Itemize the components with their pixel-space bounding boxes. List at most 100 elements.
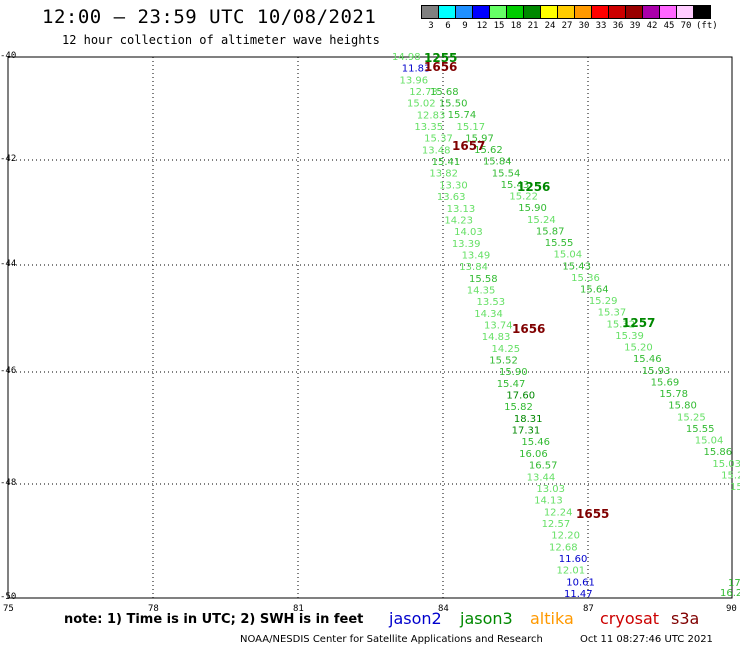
swh-value: 15.80 [668,401,697,412]
longitude-label: 87 [583,604,594,614]
pass-time-label: 1656 [424,60,457,74]
legend-label: 18 [510,21,522,31]
swh-value: 17 [728,578,740,589]
swh-value: 13.39 [452,239,481,250]
swh-value: 13.63 [437,192,466,203]
swh-value: 16.2 [720,588,740,599]
swh-value: 15.25 [677,412,706,423]
swh-value: 15.22 [509,192,538,203]
swh-value: 15.87 [536,226,565,237]
swh-value: 13.35 [414,122,443,133]
swh-value: 15.86 [704,447,733,458]
latitude-label: -44 [0,259,17,269]
pass-time-label: 1656 [512,322,545,336]
satellite-legend-altika: altika [530,609,574,628]
satellite-legend-jason3: jason3 [460,609,513,628]
legend-label: 24 [544,21,556,31]
latitude-label: -42 [0,154,17,164]
longitude-label: 81 [293,604,304,614]
swh-value: 13.44 [527,472,556,483]
swh-value: 15.36 [571,273,600,284]
legend-label: 42 [646,21,658,31]
satellite-legend-cryosat: cryosat [600,609,660,628]
latitude-label: -40 [0,51,17,61]
swh-value: 15.29 [589,296,618,307]
swh-value: 15.36 [730,482,740,493]
swh-value: 15.04 [695,436,724,447]
swh-value: 15.52 [489,356,518,367]
swh-value: 12.68 [549,542,578,553]
longitude-label: 84 [438,604,449,614]
swh-value: 15.82 [504,402,533,413]
swh-value: 15.64 [580,285,609,296]
legend-label: 15 [493,21,505,31]
swh-value: 18.31 [514,414,543,425]
swh-value: 15.04 [554,250,583,261]
latitude-label: -46 [0,366,17,376]
swh-value: 15.69 [651,377,680,388]
swh-value: 13.30 [439,180,468,191]
swh-value: 15.41 [432,157,461,168]
legend-label: (ft) [696,21,718,31]
swh-value: 15.39 [615,331,644,342]
legend-swatch [693,5,711,19]
latitude-label: -48 [0,478,17,488]
swh-value: 13.48 [422,145,451,156]
legend-label: 9 [462,21,468,31]
swh-value: 14.34 [474,309,503,320]
swh-value: 14.83 [482,332,511,343]
longitude-label: 75 [3,604,14,614]
color-legend [421,5,711,19]
legend-label: 12 [476,21,488,31]
legend-label: 36 [612,21,624,31]
swh-value: 11.47 [564,589,593,600]
swh-value: 14.13 [534,496,563,507]
swh-value: 13.13 [447,204,476,215]
swh-value: 15.02 [407,99,436,110]
swh-value: 10.61 [566,577,595,588]
swh-value: 16.06 [519,449,548,460]
swh-value: 17.60 [506,391,535,402]
pass-time-label: 1255 [424,51,457,65]
legend-label: 39 [629,21,641,31]
legend-label: 70 [680,21,692,31]
chart-title: 12:00 – 23:59 UTC 10/08/2021 [42,6,377,28]
credit-text: NOAA/NESDIS Center for Satellite Applica… [240,634,543,645]
swh-value: 14.23 [444,215,473,226]
swh-value: 14.03 [454,227,483,238]
legend-label: 33 [595,21,607,31]
swh-value: 15.37 [424,134,453,145]
swh-value: 12.20 [551,531,580,542]
swh-value: 15.50 [439,99,468,110]
longitude-label: 78 [148,604,159,614]
swh-value: 15.03 [712,459,740,470]
swh-value: 12.01 [557,566,586,577]
swh-value: 13.74 [484,321,513,332]
legend-label: 45 [663,21,675,31]
swh-value: 15.24 [527,215,556,226]
swh-value: 13.84 [459,262,488,273]
pass-time-label: 1655 [576,507,609,521]
chart-subtitle: 12 hour collection of altimeter wave hei… [62,33,380,47]
satellite-legend-s3a: s3a [671,609,700,628]
swh-value: 15.74 [448,110,477,121]
swh-value: 15.37 [598,308,627,319]
swh-value: 13.96 [399,75,428,86]
swh-value: 15.43 [562,261,591,272]
swh-value: 13.53 [477,297,506,308]
plot-frame [7,56,733,599]
swh-value: 14.35 [467,285,496,296]
grid-lines [8,57,732,598]
swh-value: 11.83 [402,64,431,75]
timestamp-text: Oct 11 08:27:46 UTC 2021 [580,634,713,645]
swh-value: 15.43 [501,180,530,191]
swh-value: 15.55 [545,238,574,249]
swh-value: 15.46 [633,354,662,365]
swh-value: 15.84 [483,157,512,168]
swh-value: 15.58 [469,274,498,285]
pass-time-label: 1256 [517,180,550,194]
satellite-legend-jason2: jason2 [389,609,442,628]
swh-value: 15.97 [465,133,494,144]
swh-value: 11.60 [559,554,588,565]
